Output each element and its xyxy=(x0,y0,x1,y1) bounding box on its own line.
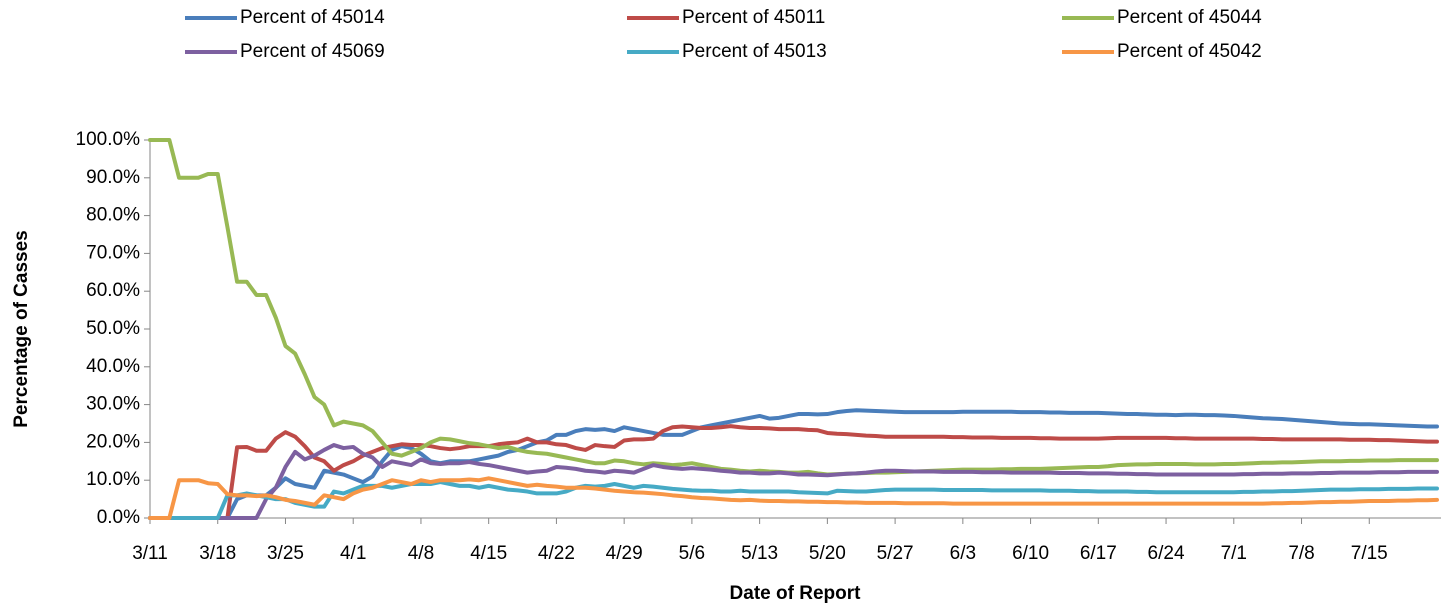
x-tick-label: 6/24 xyxy=(1148,543,1185,564)
x-axis-title: Date of Report xyxy=(730,583,862,604)
x-tick-label: 4/15 xyxy=(470,543,507,564)
y-tick-label: 30.0% xyxy=(86,394,140,415)
series-line xyxy=(148,408,1439,520)
y-tick-label: 90.0% xyxy=(86,167,140,188)
x-tick-label: 4/22 xyxy=(538,543,575,564)
x-tick-label: 3/18 xyxy=(199,543,236,564)
x-tick-label: 4/1 xyxy=(340,543,366,564)
series-line xyxy=(148,480,1439,520)
series-line xyxy=(148,476,1439,520)
legend-label: Percent of 45013 xyxy=(682,41,827,62)
x-tick-label: 5/27 xyxy=(877,543,914,564)
legend-label: Percent of 45042 xyxy=(1117,41,1262,62)
y-tick-label: 20.0% xyxy=(86,431,140,452)
x-tick-label: 3/25 xyxy=(267,543,304,564)
x-tick-label: 4/8 xyxy=(408,543,434,564)
y-tick-label: 10.0% xyxy=(86,469,140,490)
y-tick-label: 70.0% xyxy=(86,242,140,263)
y-tick-label: 0.0% xyxy=(97,507,140,528)
legend-label: Percent of 45011 xyxy=(682,7,825,28)
y-axis-title: Percentage of Casses xyxy=(11,230,32,428)
x-tick-label: 6/17 xyxy=(1080,543,1117,564)
series-line xyxy=(148,138,1439,477)
y-tick-label: 40.0% xyxy=(86,356,140,377)
x-tick-label: 3/11 xyxy=(132,543,168,564)
x-tick-label: 4/29 xyxy=(606,543,643,564)
y-tick-label: 60.0% xyxy=(86,280,140,301)
x-tick-label: 5/13 xyxy=(741,543,778,564)
legend-label: Percent of 45044 xyxy=(1117,7,1262,28)
x-tick-label: 6/3 xyxy=(950,543,976,564)
series-line xyxy=(148,443,1439,520)
y-tick-label: 50.0% xyxy=(86,318,140,339)
x-tick-label: 6/10 xyxy=(1012,543,1049,564)
x-tick-label: 7/1 xyxy=(1221,543,1247,564)
x-tick-label: 7/15 xyxy=(1351,543,1388,564)
x-tick-label: 5/6 xyxy=(679,543,705,564)
x-tick-label: 5/20 xyxy=(809,543,846,564)
y-tick-label: 100.0% xyxy=(76,129,141,150)
legend-label: Percent of 45014 xyxy=(240,7,385,28)
y-tick-label: 80.0% xyxy=(86,205,140,226)
legend-label: Percent of 45069 xyxy=(240,41,385,62)
x-tick-label: 7/8 xyxy=(1288,543,1314,564)
